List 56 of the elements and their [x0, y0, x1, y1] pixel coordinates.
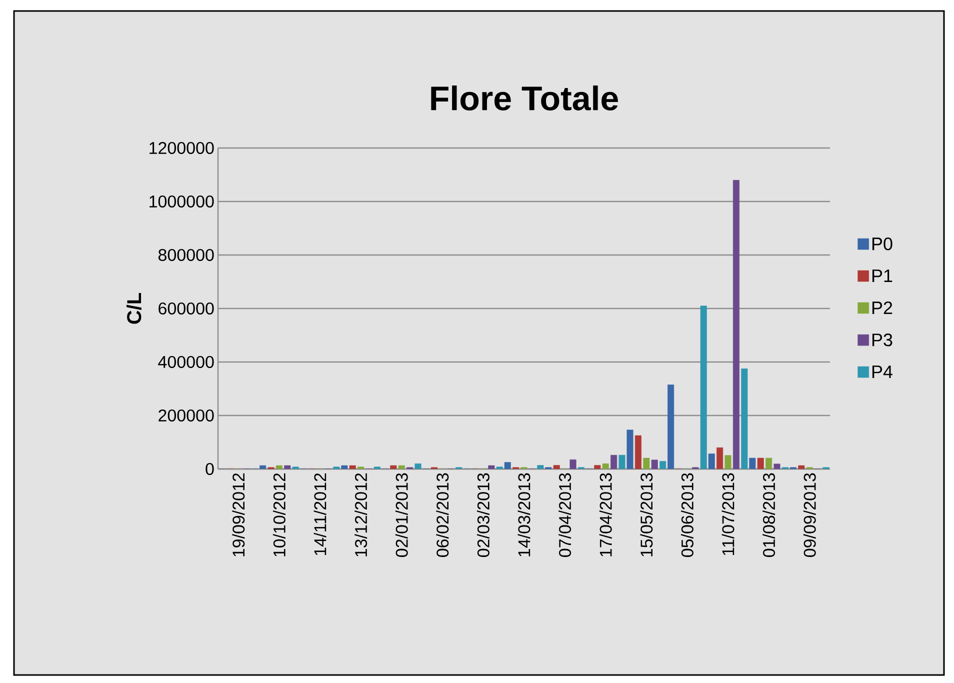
bar: [414, 463, 422, 469]
x-tick-label: 17/04/2013: [599, 473, 612, 556]
y-tick-label: 200000: [158, 409, 214, 422]
y-tick-label: 600000: [158, 302, 214, 315]
chart-title: Flore Totale: [431, 85, 618, 110]
y-tick-label: 1200000: [150, 142, 214, 154]
bar: [594, 465, 601, 469]
bar: [643, 458, 650, 469]
bar: [766, 458, 772, 469]
x-tick-label: 10/10/2012: [272, 473, 286, 556]
bar: [618, 454, 626, 469]
x-tick-label: 01/08/2013: [762, 473, 776, 557]
bar: [700, 306, 707, 469]
bar: [349, 465, 356, 469]
y-tick-label: 1000000: [150, 195, 214, 208]
bar: [798, 465, 805, 469]
x-tick-label: 07/04/2013: [558, 473, 572, 557]
bar: [553, 465, 560, 469]
bar: [276, 465, 282, 469]
x-tick-label: 14/11/2012: [314, 473, 326, 556]
x-tick-label: 11/07/2013: [722, 473, 734, 556]
x-tick-label: 15/05/2013: [640, 473, 653, 556]
bar: [774, 464, 780, 469]
x-tick-label: 09/09/2013: [803, 473, 816, 557]
bar: [390, 465, 397, 469]
x-tick-label: 14/03/2013: [518, 473, 530, 556]
bar: [284, 465, 291, 469]
legend-label: P1: [872, 270, 892, 282]
bar: [602, 463, 609, 469]
bar: [651, 460, 658, 469]
x-tick-label: 13/12/2012: [354, 473, 368, 556]
bar: [741, 368, 748, 469]
x-tick-label: 05/06/2013: [680, 473, 694, 557]
x-tick-label: 02/01/2013: [395, 473, 408, 557]
bar: [610, 454, 618, 469]
x-tick-label: 19/09/2012: [232, 473, 245, 556]
legend-label: P3: [872, 334, 892, 346]
bar: [724, 455, 732, 469]
bar: [537, 465, 544, 469]
bar: [732, 180, 740, 469]
bar: [570, 459, 576, 469]
legend-label: P2: [872, 301, 892, 314]
y-tick-label: 800000: [158, 248, 214, 262]
legend-label: P0: [872, 238, 892, 250]
bar: [757, 458, 764, 469]
x-tick-label: 02/03/2013: [476, 473, 490, 557]
bar: [634, 435, 642, 469]
bar: [660, 461, 666, 469]
y-tick-label: 0: [206, 462, 214, 476]
x-tick-label: 06/02/2013: [436, 473, 449, 557]
legend-label: P4: [872, 366, 892, 378]
y-tick-label: 400000: [158, 356, 214, 368]
y-axis-title: C/L: [126, 292, 142, 324]
bar: [716, 447, 724, 469]
bar: [398, 465, 405, 469]
bar: [488, 465, 495, 469]
